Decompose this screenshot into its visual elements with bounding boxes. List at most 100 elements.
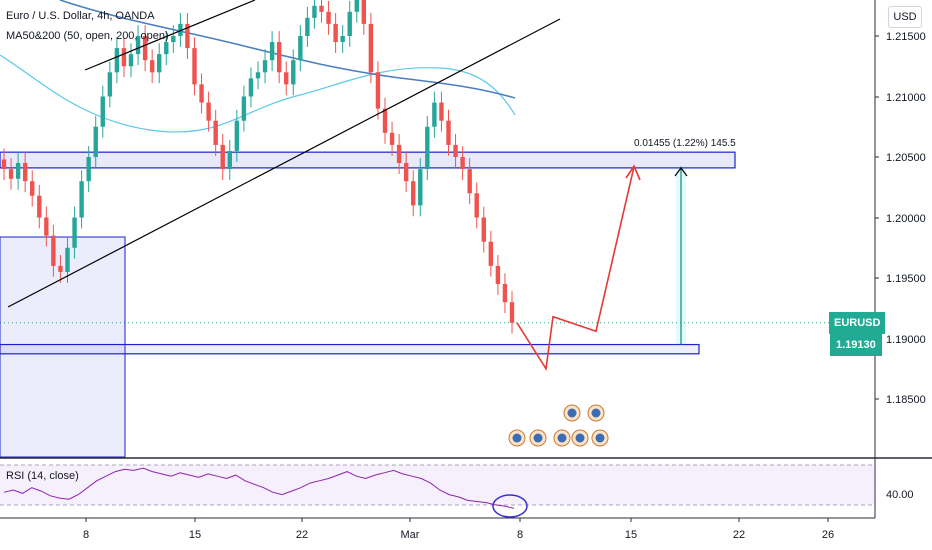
rsi-line <box>3 467 515 509</box>
candle-body <box>340 36 345 43</box>
y-tick-label: 1.20000 <box>886 213 926 225</box>
y-tick-label: 1.19500 <box>886 273 926 285</box>
candle-body <box>65 247 70 272</box>
candle-body <box>86 157 91 182</box>
measure-label: 0.01455 (1.22%) 145.5 <box>634 138 736 149</box>
rsi-circle-annotation <box>492 494 528 518</box>
candle-body <box>100 96 105 127</box>
symbol-label: EURUSD <box>829 312 886 334</box>
x-tick-label: 15 <box>189 529 201 541</box>
candle-body <box>58 265 63 272</box>
x-tick-label: 22 <box>296 529 308 541</box>
currency-button[interactable]: USD <box>888 6 922 28</box>
candle-body <box>178 23 183 36</box>
candle-body <box>495 265 501 285</box>
x-tick-label: 8 <box>517 529 523 541</box>
flag-icon <box>567 408 577 418</box>
candle-body <box>312 5 317 18</box>
y-tick-label: 1.21000 <box>886 92 926 104</box>
candle-body <box>375 72 381 109</box>
projection-arrowhead <box>625 164 641 181</box>
support-zone <box>0 343 700 355</box>
rsi-band <box>0 465 875 505</box>
candle-body <box>481 217 486 242</box>
candle-body <box>171 36 176 43</box>
candle-body <box>467 169 472 194</box>
flag-icon <box>575 433 585 443</box>
candle-body <box>361 0 367 24</box>
candle-body <box>157 54 162 73</box>
ma50-line <box>0 54 516 133</box>
last-price-label: 1.19130 <box>830 334 882 356</box>
candle-body <box>418 169 423 206</box>
candle-body <box>51 235 56 266</box>
candle-body <box>199 84 204 103</box>
candle-body <box>460 157 465 170</box>
flag-icon <box>595 433 605 443</box>
candle-body <box>326 11 331 24</box>
candle-body <box>149 60 155 73</box>
candle-body <box>382 108 388 133</box>
drawings: 0.01455 (1.22%) 145.5 <box>7 0 736 372</box>
upper-trendline <box>84 0 256 71</box>
candle-body <box>114 48 120 73</box>
x-tick-label: 15 <box>625 529 637 541</box>
candle-body <box>488 241 494 266</box>
candle-body <box>30 181 35 196</box>
candle-body <box>509 302 515 323</box>
lower-trendline <box>7 18 561 308</box>
candle-body <box>502 284 508 303</box>
ma-legend: MA50&200 (50, open, 200, open) <box>6 30 169 42</box>
x-tick-label: 22 <box>733 529 745 541</box>
candle-body <box>403 163 409 182</box>
candle-body <box>227 150 232 170</box>
candle-body <box>432 102 437 127</box>
candle-body <box>128 54 134 67</box>
candle-body <box>425 126 430 170</box>
candle-body <box>396 144 402 164</box>
chart-title: Euro / U.S. Dollar, 4h, OANDA <box>6 10 155 22</box>
rsi-tick-label: 40.00 <box>886 489 914 501</box>
candle-body <box>248 78 254 97</box>
candle-body <box>241 96 247 121</box>
candle-body <box>276 42 282 73</box>
y-tick-label: 1.18500 <box>886 394 926 406</box>
candle-body <box>15 163 21 179</box>
candle-body <box>439 102 444 121</box>
rsi-pane: 40.00 <box>0 464 914 518</box>
y-tick-label: 1.21500 <box>886 31 926 43</box>
candle-body <box>389 132 395 145</box>
flag-icon <box>591 408 601 418</box>
candle-body <box>347 11 352 37</box>
x-tick-label: 26 <box>822 529 834 541</box>
candle-body <box>262 60 268 73</box>
x-tick-label: Mar <box>401 529 420 541</box>
candle-body <box>220 144 225 170</box>
candle-body <box>185 23 190 49</box>
candle-body <box>22 163 28 182</box>
candle-body <box>206 102 211 121</box>
x-tick-label: 8 <box>83 529 89 541</box>
candle-body <box>44 217 49 236</box>
resistance-zone <box>0 151 736 169</box>
price-tag: EURUSD1.19130 <box>829 312 932 356</box>
candle-body <box>164 42 169 55</box>
moving-averages <box>0 0 516 133</box>
candle-body <box>474 193 479 218</box>
candle-body <box>368 23 374 73</box>
demand-box <box>0 236 126 458</box>
candle-body <box>1 159 7 170</box>
flag-icon <box>512 433 522 443</box>
measure-arrowhead <box>674 167 688 177</box>
y-tick-label: 1.20500 <box>886 152 926 164</box>
y-tick-label: 1.19000 <box>886 334 926 346</box>
candle-body <box>411 181 416 206</box>
candle-body <box>121 48 127 67</box>
candle-body <box>107 72 113 97</box>
candle-body <box>37 195 42 218</box>
candle-body <box>234 120 240 151</box>
candle-body <box>333 23 338 43</box>
flag-icon <box>533 433 543 443</box>
